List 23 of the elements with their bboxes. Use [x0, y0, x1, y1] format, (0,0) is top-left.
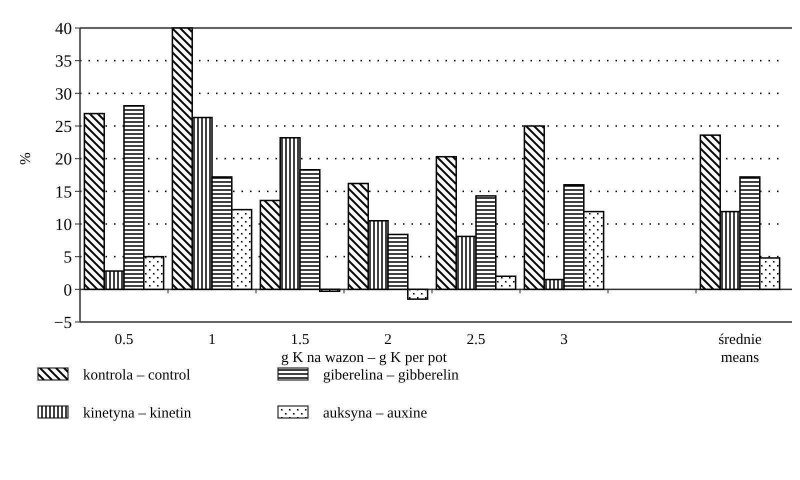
legend-label: auksyna – auxine	[323, 405, 428, 422]
x-tick-label: średnie means	[718, 332, 762, 366]
y-tick-label: 15	[55, 182, 72, 202]
y-tick-label: 40	[55, 18, 72, 38]
y-tick-label: 0	[64, 280, 72, 300]
x-tick-label: 0.5	[114, 332, 134, 348]
y-tick-label: 10	[55, 214, 72, 234]
y-tick-label: 20	[55, 150, 72, 169]
y-tick-label: 35	[55, 52, 72, 71]
x-axis-title: g K na wazon – g K per pot	[281, 350, 448, 366]
legend-label: kinetyna – kinetin	[83, 405, 192, 422]
legend-label: kontrola – control	[83, 367, 190, 384]
x-tick-label: 1	[208, 332, 216, 348]
x-tick-label: 3	[560, 332, 568, 348]
y-tick-label: 25	[55, 116, 72, 136]
x-tick-label: 2.5	[466, 332, 486, 348]
y-axis-title: %	[18, 152, 34, 165]
x-tick-label: 1.5	[290, 332, 310, 348]
y-tick-label: −5	[54, 312, 72, 332]
legend-label: giberelina – gibberelin	[323, 367, 460, 384]
y-tick-label: 5	[64, 248, 72, 267]
x-tick-label: 2	[384, 332, 392, 348]
y-tick-label: 30	[55, 84, 72, 104]
